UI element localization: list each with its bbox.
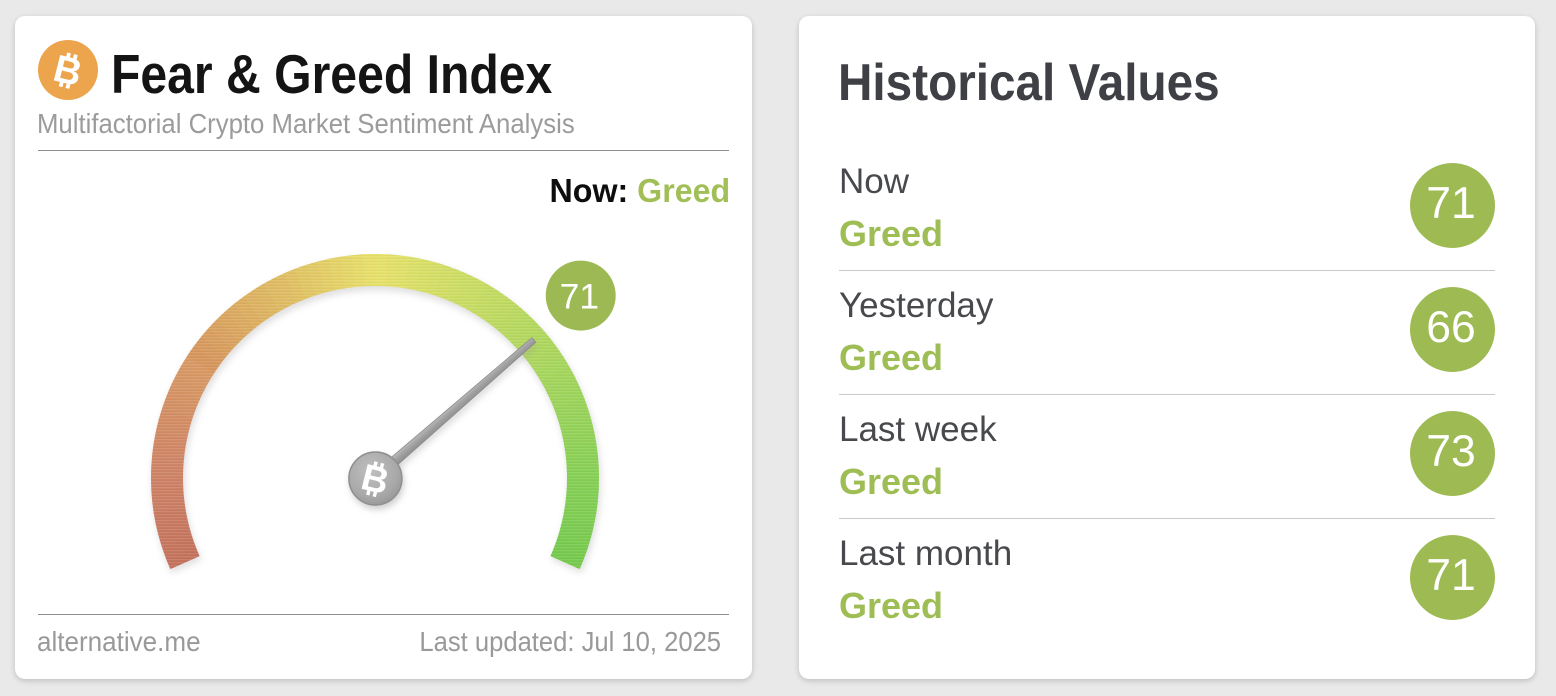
svg-text:71: 71 xyxy=(560,276,600,316)
